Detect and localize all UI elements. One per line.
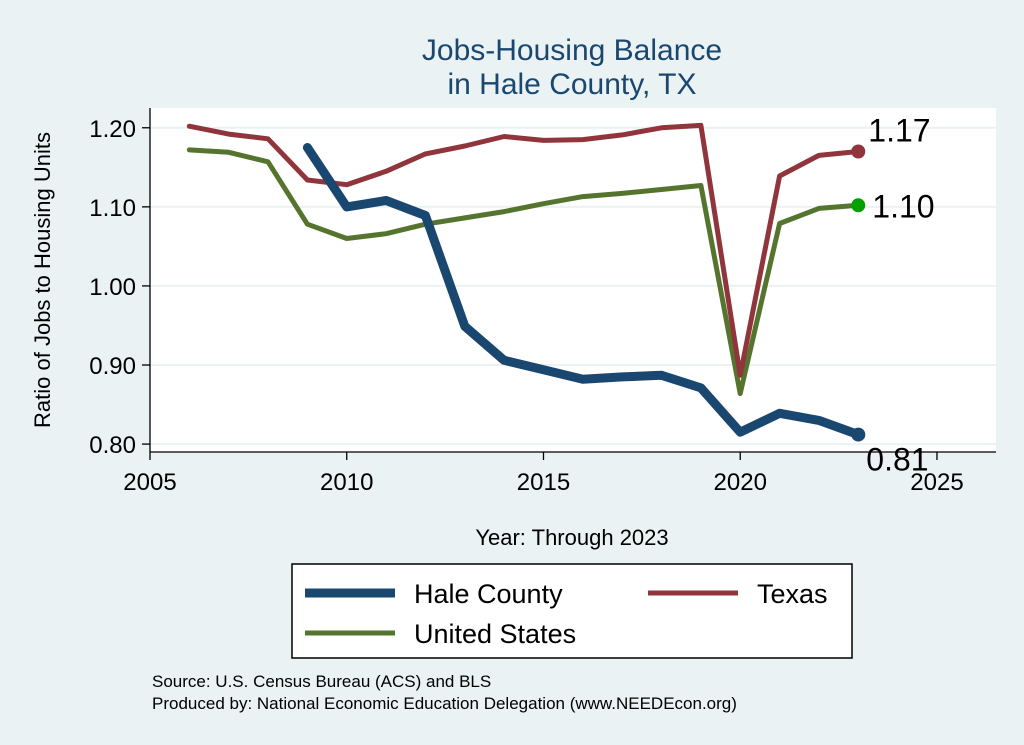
x-tick-label: 2015 [517,469,570,496]
end-marker-united-states [851,198,866,213]
y-tick-label: 1.20 [89,116,136,143]
x-tick-label: 2020 [714,469,767,496]
end-marker-hale-county [851,427,866,442]
source-note: Source: U.S. Census Bureau (ACS) and BLS [152,672,491,691]
x-tick-label: 2025 [910,469,963,496]
y-tick-label: 0.90 [89,353,136,380]
legend-label-hale-county: Hale County [414,579,563,609]
series-layer [186,122,866,442]
y-tick-label: 1.00 [89,274,136,301]
series-line-texas [186,122,861,378]
legend-label-united-states: United States [414,619,576,649]
produced-by-note: Produced by: National Economic Education… [152,694,737,713]
x-tick-label: 2010 [320,469,373,496]
end-labels: 1.10 1.17 0.81 [866,112,934,477]
end-label-united-states: 1.10 [872,188,934,224]
y-axis-title: Ratio of Jobs to Housing Units [30,132,55,428]
end-marker-texas [851,144,866,159]
y-tick-label: 0.80 [89,432,136,459]
gridlines [150,126,996,446]
chart-title: Jobs-Housing Balance [422,34,722,67]
series-line-hale-county [302,143,863,440]
legend-box [291,563,853,659]
x-axis-title: Year: Through 2023 [475,525,668,550]
end-label-hale-county: 0.81 [866,442,928,478]
chart-subtitle: in Hale County, TX [447,68,696,101]
y-tick-label: 1.10 [89,195,136,222]
legend: Hale County Texas United States [291,563,853,659]
x-tick-label: 2005 [123,469,176,496]
series-line-united-states [186,147,861,396]
legend-label-texas: Texas [757,579,828,609]
plot-area [150,108,996,452]
axes: 0.80 0.90 1.00 1.10 1.20 2005 2010 2015 2020 2025 [89,108,996,496]
end-label-texas: 1.17 [868,112,930,148]
